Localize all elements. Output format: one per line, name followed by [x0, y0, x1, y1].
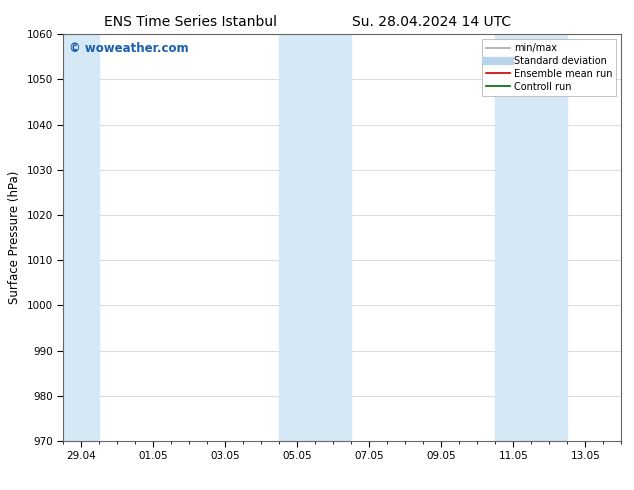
- Bar: [495, 34, 567, 441]
- Y-axis label: Surface Pressure (hPa): Surface Pressure (hPa): [8, 171, 21, 304]
- Text: © woweather.com: © woweather.com: [69, 43, 188, 55]
- Legend: min/max, Standard deviation, Ensemble mean run, Controll run: min/max, Standard deviation, Ensemble me…: [482, 39, 616, 96]
- Text: Su. 28.04.2024 14 UTC: Su. 28.04.2024 14 UTC: [352, 15, 510, 29]
- Bar: [63, 34, 100, 441]
- Bar: [280, 34, 351, 441]
- Text: ENS Time Series Istanbul: ENS Time Series Istanbul: [104, 15, 276, 29]
